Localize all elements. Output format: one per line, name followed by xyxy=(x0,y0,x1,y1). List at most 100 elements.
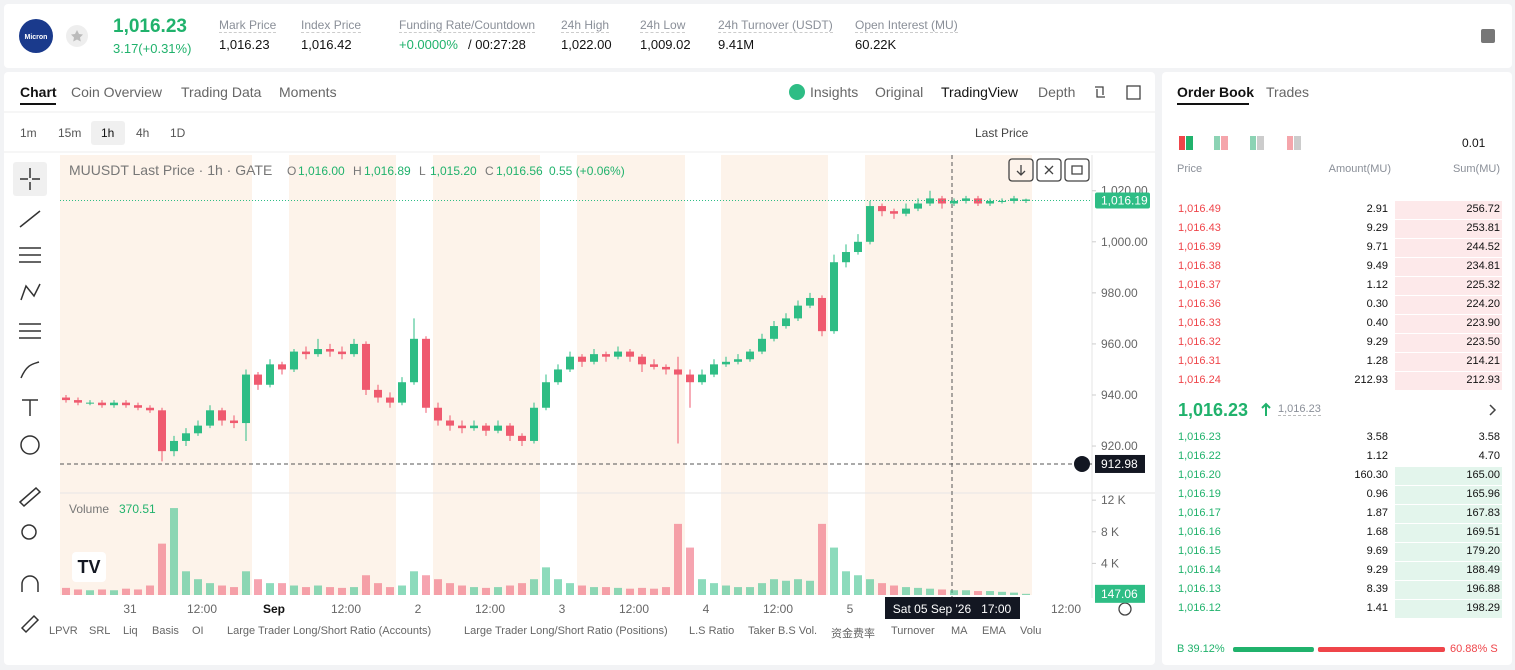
indicator[interactable]: Large Trader Long/Short Ratio (Accounts) xyxy=(227,625,432,637)
ob-amount: 9.49 xyxy=(1366,260,1388,272)
crosshair-time: Sat 05 Sep '26 17:00 xyxy=(893,602,1012,616)
ob-price: 1,016.13 xyxy=(1178,583,1221,595)
volume-bar xyxy=(950,590,958,595)
candle-body xyxy=(950,200,958,204)
indicator[interactable]: Volu xyxy=(1020,625,1042,637)
x-tick-label: 4 xyxy=(703,602,710,616)
mark-price: 1,016.23 xyxy=(1278,403,1321,416)
price-change: 3.17(+0.31%) xyxy=(113,41,192,56)
ob-sum: 212.93 xyxy=(1466,374,1500,386)
volume-bar xyxy=(134,589,142,595)
view-tab[interactable]: TradingView xyxy=(941,84,1019,100)
ob-price: 1,016.17 xyxy=(1178,507,1221,519)
chart-tab[interactable]: Coin Overview xyxy=(71,84,163,100)
volume-bar xyxy=(758,583,766,595)
control[interactable] xyxy=(1064,158,1090,182)
session-band xyxy=(289,155,396,595)
ob-sum: 188.49 xyxy=(1466,564,1500,576)
candle-body xyxy=(86,402,94,404)
candle-body xyxy=(782,318,790,327)
candle-body xyxy=(518,435,526,441)
ob-amount: 160.30 xyxy=(1354,469,1388,481)
indicator[interactable]: OI xyxy=(192,625,204,637)
candle-body xyxy=(230,420,238,424)
volume-bar xyxy=(98,589,106,595)
view-tab[interactable]: Insights xyxy=(810,84,859,100)
candle-body xyxy=(110,402,118,406)
ob-sum: 225.32 xyxy=(1466,279,1500,291)
ob-amount: 0.30 xyxy=(1366,298,1388,310)
view-tab[interactable]: Original xyxy=(875,84,924,100)
interval[interactable]: 4h xyxy=(136,126,150,140)
interval[interactable]: 1D xyxy=(170,126,186,140)
legend-key: O xyxy=(287,164,297,178)
chart-tab[interactable]: Chart xyxy=(20,84,57,100)
indicator[interactable]: L.S Ratio xyxy=(689,625,735,637)
expand-icon[interactable] xyxy=(1095,86,1105,98)
volume-bar xyxy=(62,587,70,595)
volume-bar xyxy=(398,585,406,595)
star-icon xyxy=(71,30,83,42)
candle-body xyxy=(62,397,70,401)
tool-active[interactable] xyxy=(13,162,47,196)
control[interactable] xyxy=(1008,158,1034,182)
tool-gann xyxy=(19,323,41,339)
candle-body xyxy=(506,425,514,436)
volume-bar xyxy=(1022,593,1030,595)
volume-bar xyxy=(890,585,898,595)
depth-bar xyxy=(1395,258,1502,276)
session-band xyxy=(865,155,1032,595)
candle-body xyxy=(998,200,1006,202)
candle-body xyxy=(122,402,130,406)
indicator[interactable]: MA xyxy=(951,625,968,637)
precision[interactable]: 0.01 xyxy=(1462,136,1486,150)
ob-amount: 9.29 xyxy=(1366,222,1388,234)
ob-sum: 256.72 xyxy=(1466,203,1500,215)
control[interactable] xyxy=(1036,158,1062,182)
ob-sum: 253.81 xyxy=(1466,222,1500,234)
crosshair-plus[interactable] xyxy=(1074,455,1090,472)
notes-icon[interactable] xyxy=(1481,29,1495,43)
volume-bar xyxy=(842,571,850,595)
stat-value: 9.41M xyxy=(718,37,755,52)
chart-tab[interactable]: Trading Data xyxy=(181,84,262,100)
indicator[interactable]: Turnover xyxy=(891,625,935,637)
indicator[interactable]: EMA xyxy=(982,625,1006,637)
ob-tab[interactable]: Order Book xyxy=(1177,84,1255,100)
volume-bar xyxy=(902,587,910,595)
interval[interactable]: 1h xyxy=(101,126,115,140)
interval[interactable]: 15m xyxy=(58,126,82,140)
candle-body xyxy=(842,252,850,263)
legend-value: 1,015.20 xyxy=(430,164,477,178)
crosshair-label: 912.98 xyxy=(1101,457,1138,471)
indicator[interactable]: Basis xyxy=(152,625,179,637)
depth-bar xyxy=(1395,277,1502,295)
indicator[interactable]: 资金费率 xyxy=(831,628,875,640)
book-view-icons xyxy=(1179,136,1301,150)
settings-icon[interactable] xyxy=(1118,602,1132,616)
volume-bar xyxy=(578,585,586,595)
indicator[interactable]: Liq xyxy=(123,625,138,637)
indicator[interactable]: LPVR xyxy=(49,625,78,637)
volume-bar xyxy=(386,587,394,595)
price-type[interactable]: Last Price xyxy=(975,126,1029,140)
indicator[interactable]: SRL xyxy=(89,625,111,637)
volume-bar xyxy=(458,585,466,595)
indicator[interactable]: Taker B.S Vol. xyxy=(748,625,818,637)
interval[interactable]: 1m xyxy=(20,126,37,140)
candle-body xyxy=(602,354,610,357)
stat-value: / 00:27:28 xyxy=(468,37,526,52)
control-icons xyxy=(1016,165,1083,176)
indicator[interactable]: Large Trader Long/Short Ratio (Positions… xyxy=(464,625,668,637)
chevron[interactable] xyxy=(1489,404,1497,416)
ob-price: 1,016.19 xyxy=(1178,488,1221,500)
volume-bar xyxy=(974,591,982,595)
ob-tab[interactable]: Trades xyxy=(1266,84,1310,100)
volume-bar xyxy=(86,590,94,595)
view-tab[interactable]: Depth xyxy=(1038,84,1076,100)
window-icon[interactable] xyxy=(1126,85,1141,100)
chart-tab[interactable]: Moments xyxy=(279,84,337,100)
volume-bar xyxy=(110,590,118,595)
ob-sum: 223.90 xyxy=(1466,317,1500,329)
